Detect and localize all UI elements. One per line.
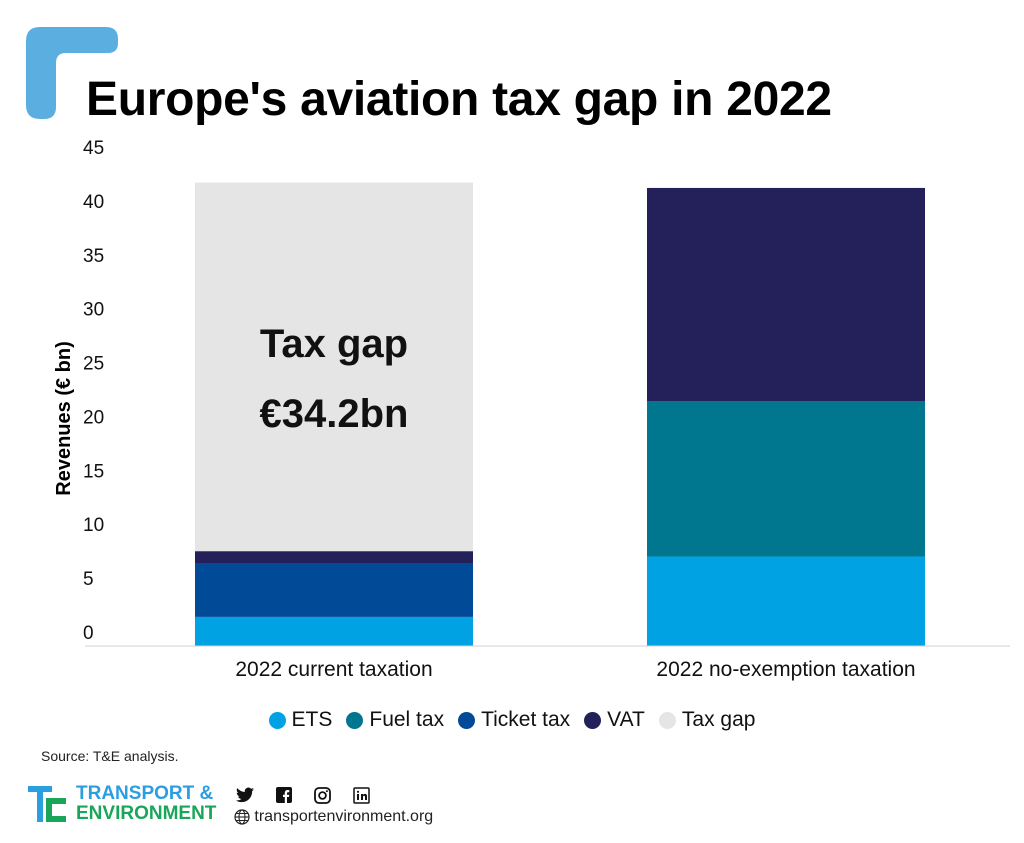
legend-label: Ticket tax	[481, 708, 571, 731]
x-category-label: 2022 no-exemption taxation	[656, 658, 915, 681]
y-tick-label: 45	[83, 140, 104, 159]
stacked-bar-chart: 0 5 10 15 20 25 30 35 40 45 Revenues (€ bn) 2022 cu…	[53, 140, 1010, 681]
bar-segment-tax-gap	[195, 182, 473, 552]
legend-label: VAT	[607, 708, 645, 731]
y-tick-label: 15	[83, 461, 104, 482]
facebook-icon[interactable]	[276, 787, 293, 803]
org-name-line2: ENVIRONMENT	[76, 803, 217, 824]
source-note: Source: T&E analysis.	[41, 748, 179, 764]
bar-segment-vat	[195, 551, 473, 564]
y-tick-label: 25	[83, 354, 104, 375]
legend-swatch	[458, 711, 476, 729]
y-tick-label: 40	[83, 192, 104, 213]
y-tick-label: 30	[83, 300, 104, 321]
transport-environment-logo[interactable]: TRANSPORT & ENVIRONMENT	[28, 784, 216, 824]
te-logo-icon	[28, 786, 66, 822]
social-links: transportenvironment.org	[234, 784, 433, 826]
tax-gap-annotation-title: Tax gap	[260, 322, 408, 366]
org-name-line1: TRANSPORT &	[76, 783, 214, 804]
bar-segment-vat	[647, 187, 925, 402]
tax-gap-annotation-value: €34.2bn	[260, 392, 409, 436]
instagram-icon[interactable]	[314, 786, 332, 804]
legend-item: Fuel tax	[346, 708, 444, 732]
y-tick-label: 20	[83, 407, 104, 428]
bar-segment-ets	[195, 616, 473, 646]
bar-segment-ets	[647, 556, 925, 646]
corner-accent-mark	[26, 27, 118, 119]
page-title: Europe's aviation tax gap in 2022	[86, 73, 832, 126]
y-tick-label: 35	[83, 246, 104, 267]
legend-swatch	[268, 711, 286, 729]
bar-segment-ticket-tax	[195, 563, 473, 617]
y-tick-label: 10	[83, 515, 104, 536]
twitter-icon[interactable]	[236, 787, 255, 803]
y-tick-label: 0	[83, 623, 94, 644]
legend-swatch	[658, 711, 676, 729]
globe-icon	[234, 809, 251, 825]
website-link[interactable]: transportenvironment.org	[234, 808, 433, 826]
legend-label: Fuel tax	[369, 708, 445, 731]
legend-item: ETS	[268, 708, 333, 732]
legend-swatch	[584, 711, 602, 729]
legend-label: ETS	[291, 708, 333, 731]
legend-label: Tax gap	[681, 708, 756, 731]
bar-segment-fuel-tax	[647, 401, 925, 557]
legend-item: Ticket tax	[458, 708, 570, 732]
legend-swatch	[346, 711, 364, 729]
website-url: transportenvironment.org	[254, 808, 434, 825]
y-axis-label: Revenues (€ bn)	[53, 341, 75, 495]
legend-item: Tax gap	[658, 708, 756, 732]
footer: TRANSPORT & ENVIRONMENT	[28, 784, 433, 826]
linkedin-icon[interactable]	[353, 786, 371, 804]
y-tick-label: 5	[83, 569, 94, 590]
chart-legend: ETS Fuel tax Ticket tax VAT Tax gap	[0, 708, 1024, 732]
legend-item: VAT	[584, 708, 645, 732]
x-category-label: 2022 current taxation	[235, 658, 432, 681]
